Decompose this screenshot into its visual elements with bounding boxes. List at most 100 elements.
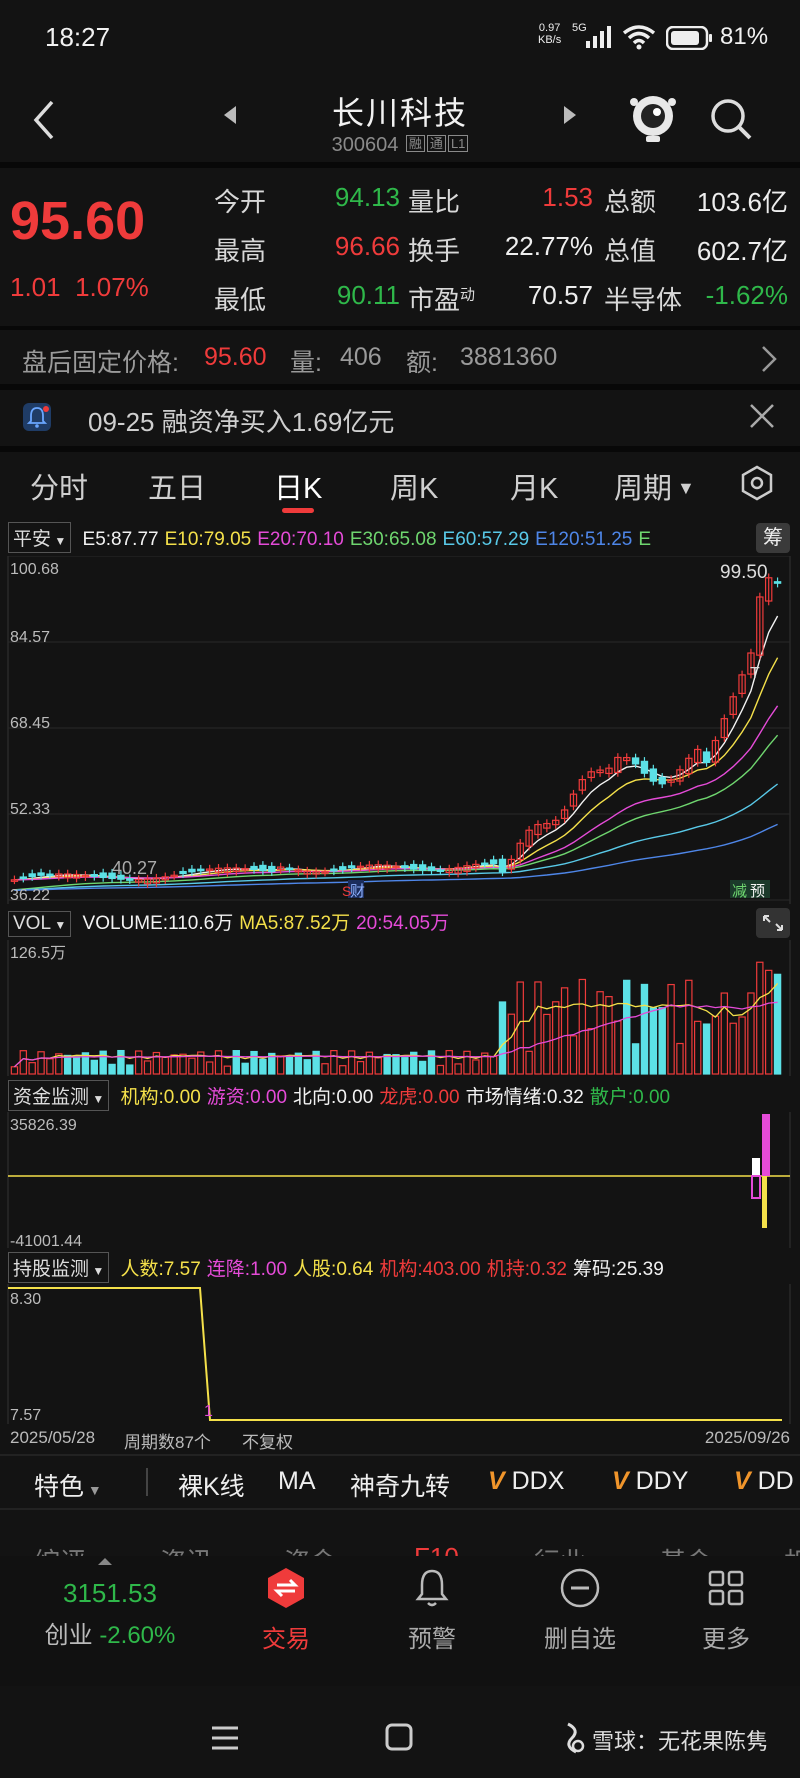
status-time: 18:27 [45,22,111,52]
legend-item: 筹码:25.39 [572,1259,664,1280]
index-change: -2.60% [99,1622,176,1649]
volume-select[interactable]: VOL ▼ [8,911,72,937]
subtab-industry[interactable]: 行业 [534,1542,586,1558]
candle-body [516,842,524,861]
value-sector-change[interactable]: -1.62% [705,280,788,310]
caret-down-icon: ▼ [672,478,695,498]
subtab-fund[interactable]: 基金 [660,1542,712,1558]
settings-hexagon-icon[interactable] [738,464,776,502]
candle-body [276,866,285,871]
candle-body [392,865,400,869]
battery-icon [666,26,712,50]
subtab-funds[interactable]: 资金 [284,1542,336,1558]
ema-line [14,615,779,881]
after-hours-row[interactable]: 盘后固定价格: 95.60 量: 406 额: 3881360 [0,330,800,386]
volume-bar [134,1050,143,1075]
holding-monitor-select[interactable]: 持股监测 ▼ [8,1252,110,1283]
candle-body [170,874,178,878]
label-sector[interactable]: 半导体 [604,285,683,315]
index-widget[interactable]: 3151.53 创业 -2.60% [30,1578,190,1650]
chip-button[interactable]: 筹 [756,523,790,553]
nav-more[interactable]: 更多 [686,1566,766,1654]
volume-bar [303,1059,311,1075]
trade-icon [268,1568,304,1608]
tab-five-day[interactable]: 五日 [148,473,207,505]
next-stock-icon[interactable] [562,104,578,126]
feature-ma[interactable]: MA [278,1467,316,1495]
date-start: 2025/05/28 [10,1428,96,1447]
tab-monthly-k[interactable]: 月K [510,473,559,505]
volume-bar [463,1050,471,1075]
t-marker: T [750,665,760,682]
candle-body [152,877,161,884]
feature-toolbar: 特色 ▼ 裸K线 MA 神奇九转 V DDX V DDY V DD [0,1454,800,1510]
feature-nine-turn[interactable]: 神奇九转 [350,1473,451,1501]
prev-stock-icon[interactable] [222,104,238,126]
feature-ddy[interactable]: V DDY [612,1467,689,1495]
candle-body [729,696,737,715]
earnings-marker[interactable]: 财 [350,883,365,900]
volume-chart[interactable]: 126.5万 [0,940,800,1076]
legend-item: 20:54.05万 [356,913,450,934]
tab-weekly-k[interactable]: 周K [390,473,439,505]
caret-up-icon[interactable] [96,1556,114,1566]
legend-item: E120:51.25 [535,529,633,550]
volume-bar [436,1064,445,1075]
menu-icon[interactable] [210,1724,240,1752]
value-pe: 70.57 [527,280,593,310]
volume-bar [702,1023,711,1075]
volume-bar [720,992,729,1075]
volume-bar [756,961,764,1075]
subtab-news[interactable]: 资讯 [160,1542,212,1558]
candle-body [498,858,507,873]
feature-ddx[interactable]: V DDX [488,1467,565,1495]
volume-bar [401,1057,409,1075]
feature-special[interactable]: 特色 ▼ [34,1473,102,1501]
candle-body [99,872,107,879]
bottom-nav: 3151.53 创业 -2.60% 交易 预警 删自选 更多 [0,1556,800,1686]
divider [0,162,800,168]
back-icon[interactable] [30,98,58,142]
search-icon[interactable] [708,96,754,142]
tab-intraday[interactable]: 分时 [30,473,89,505]
reduce-marker[interactable]: 减 [732,883,747,900]
kline-chart[interactable]: 100.68 84.57 68.45 52.33 36.22 99.50 40.… [0,556,800,904]
nav-trade[interactable]: 交易 [246,1566,326,1654]
expand-icon[interactable] [756,908,790,938]
divider [0,1454,800,1456]
nav-alert[interactable]: 预警 [392,1566,472,1654]
candle-body [596,769,604,774]
nav-remove-watchlist[interactable]: 删自选 [530,1566,630,1654]
candle-body [179,870,187,875]
fund-monitor-chart[interactable]: 35826.39 -41001.44 [0,1112,800,1248]
candle-body [401,865,409,869]
candle-body [321,871,329,874]
feature-naked-k[interactable]: 裸K线 [178,1473,245,1501]
candle-body [649,768,658,782]
candle-body [560,809,569,820]
mascot-icon[interactable] [628,90,678,146]
volume-bar [321,1063,329,1075]
subtab-related[interactable]: 相 [784,1542,800,1558]
indicator-select[interactable]: 平安 ▼ [8,522,72,553]
tab-period[interactable]: 周期 ▼ [614,473,695,505]
candle-body [268,865,276,873]
fund-monitor-select[interactable]: 资金监测 ▼ [8,1080,110,1111]
stock-code: 300604 融通 L1 [0,134,800,157]
adjust-mode[interactable]: 不复权 [242,1433,293,1452]
close-icon[interactable] [748,402,776,430]
subtab-overview[interactable]: 综评 [34,1542,86,1558]
volume-bar [179,1053,187,1075]
home-icon[interactable] [384,1722,414,1752]
notice-bar[interactable]: 09-25 融资净买入1.69亿元 [0,390,800,446]
holding-monitor-chart[interactable]: 8.30 7.57 1 [0,1284,800,1424]
volume-bar [667,983,675,1075]
forecast-marker[interactable]: 预 [750,883,765,900]
volume-bar [170,1054,178,1075]
tab-daily-k[interactable]: 日K [274,473,323,505]
legend-item: 人数:7.57 [120,1259,201,1280]
candle-body [134,879,143,883]
subtab-f10[interactable]: F10 [414,1542,459,1558]
volume-bar [569,1035,578,1075]
feature-dd[interactable]: V DD [734,1467,794,1495]
